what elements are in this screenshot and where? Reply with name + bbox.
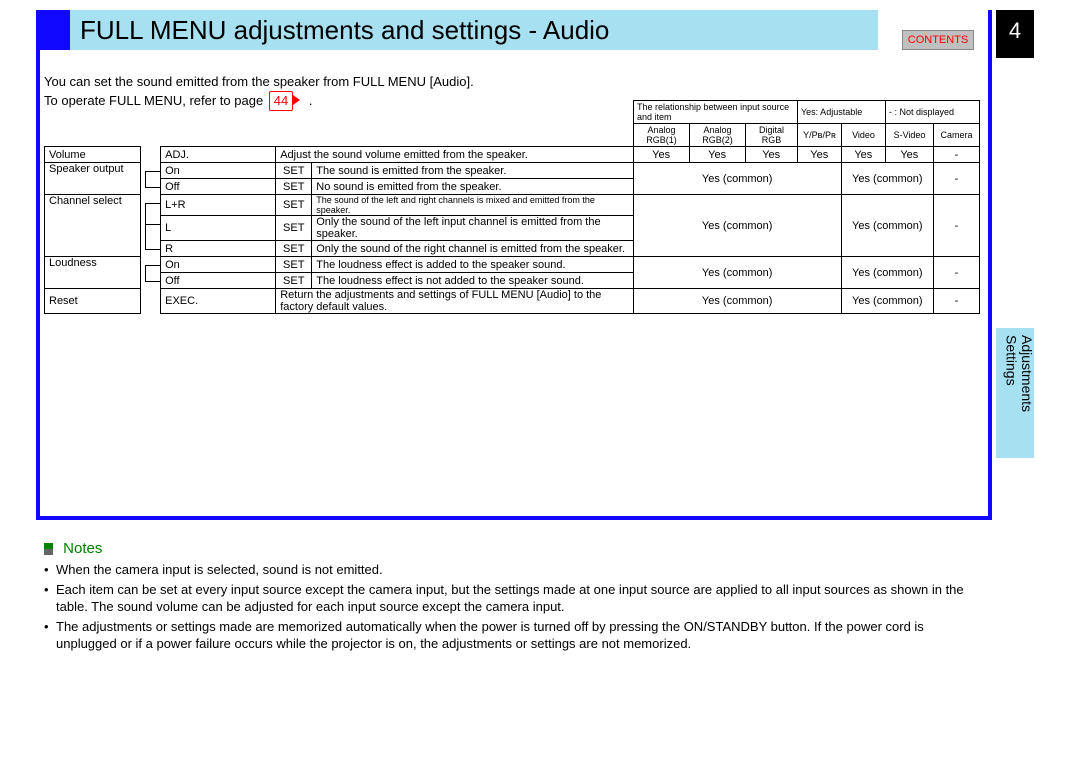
- intro-text: You can set the sound emitted from the s…: [44, 73, 474, 111]
- col-camera: Camera: [934, 124, 980, 147]
- row-volume-name: Volume: [45, 147, 141, 163]
- vol-v1: Yes: [689, 147, 745, 163]
- spk-off-type: SET: [276, 179, 312, 195]
- page-border-right: [988, 10, 992, 520]
- spk-off: Off: [161, 179, 276, 195]
- spk-off-desc: No sound is emitted from the speaker.: [312, 179, 633, 195]
- col-argb2: Analog RGB(2): [690, 124, 746, 147]
- ch-l-desc: Only the sound of the left input channel…: [312, 216, 633, 241]
- page-number: 4: [996, 18, 1034, 44]
- page-border-bottom: [36, 516, 992, 520]
- col-argb1: Analog RGB(1): [634, 124, 690, 147]
- vol-v5: Yes: [885, 147, 933, 163]
- settings-table: Volume ADJ. Adjust the sound volume emit…: [44, 146, 980, 314]
- ld-off-desc: The loudness effect is not added to the …: [312, 273, 633, 289]
- row-loudness-name: Loudness: [45, 257, 141, 289]
- col-video: Video: [842, 124, 886, 147]
- ch-lr-desc: The sound of the left and right channels…: [312, 195, 633, 216]
- ld-on-type: SET: [276, 257, 312, 273]
- ld-cam: -: [933, 257, 979, 289]
- ld-on: On: [161, 257, 276, 273]
- spk-on: On: [161, 163, 276, 179]
- row-reset-name: Reset: [45, 289, 141, 314]
- reset-g2: Yes (common): [841, 289, 933, 314]
- spk-on-type: SET: [276, 163, 312, 179]
- intro-line2a: To operate FULL MENU, refer to page: [44, 93, 267, 108]
- ch-l: L: [161, 216, 276, 241]
- vol-v4: Yes: [841, 147, 885, 163]
- table-row: Channel select L+R SET The sound of the …: [45, 195, 980, 216]
- reset-desc: Return the adjustments and settings of F…: [276, 289, 633, 314]
- sidebar-line1: Adjustments: [1019, 335, 1035, 412]
- ld-off-type: SET: [276, 273, 312, 289]
- intro-line1: You can set the sound emitted from the s…: [44, 73, 474, 91]
- intro-line2b: .: [309, 93, 313, 108]
- col-svideo: S-Video: [886, 124, 934, 147]
- page-ref-link[interactable]: 44: [269, 91, 293, 111]
- table-row: Reset EXEC. Return the adjustments and s…: [45, 289, 980, 314]
- notes-section: Notes When the camera input is selected,…: [44, 540, 980, 655]
- notes-header-text: Notes: [63, 540, 102, 557]
- table-row: Loudness On SET The loudness effect is a…: [45, 257, 980, 273]
- reset-type: EXEC.: [165, 295, 198, 307]
- spk-g2: Yes (common): [841, 163, 933, 195]
- ld-g2: Yes (common): [841, 257, 933, 289]
- notes-list: When the camera input is selected, sound…: [44, 561, 980, 653]
- reset-g1: Yes (common): [633, 289, 841, 314]
- ch-g1: Yes (common): [633, 195, 841, 257]
- table-row: Speaker output On SET The sound is emitt…: [45, 163, 980, 179]
- vol-v6: -: [933, 147, 979, 163]
- rel-title: The relationship between input source an…: [634, 101, 798, 124]
- ch-l-type: SET: [276, 216, 312, 241]
- ch-lr: L+R: [161, 195, 276, 216]
- dash-label: - : Not displayed: [886, 101, 980, 124]
- spk-g1: Yes (common): [633, 163, 841, 195]
- sidebar-line2: Settings: [1004, 335, 1020, 386]
- yes-label: Yes: Adjustable: [798, 101, 886, 124]
- sidebar-label: Adjustments Settings: [996, 335, 1034, 455]
- ch-r: R: [161, 241, 276, 257]
- table-row: Volume ADJ. Adjust the sound volume emit…: [45, 147, 980, 163]
- vol-v2: Yes: [745, 147, 797, 163]
- vol-v3: Yes: [797, 147, 841, 163]
- ch-lr-type: SET: [276, 195, 312, 216]
- page-title: FULL MENU adjustments and settings - Aud…: [80, 15, 609, 46]
- note-item: When the camera input is selected, sound…: [44, 561, 980, 579]
- ch-g2: Yes (common): [841, 195, 933, 257]
- page-border-left: [36, 10, 40, 520]
- header-mini-table: The relationship between input source an…: [633, 100, 980, 147]
- col-ypbpr: Y/Pʙ/Pʀ: [798, 124, 842, 147]
- notes-header: Notes: [44, 540, 980, 557]
- ch-cam: -: [933, 195, 979, 257]
- ch-r-type: SET: [276, 241, 312, 257]
- row-speaker-name: Speaker output: [45, 163, 141, 195]
- ch-r-desc: Only the sound of the right channel is e…: [312, 241, 633, 257]
- col-drgb: Digital RGB: [746, 124, 798, 147]
- spk-cam: -: [933, 163, 979, 195]
- note-item: Each item can be set at every input sour…: [44, 581, 980, 616]
- title-bar: FULL MENU adjustments and settings - Aud…: [40, 10, 878, 50]
- spk-on-desc: The sound is emitted from the speaker.: [312, 163, 633, 179]
- ld-off: Off: [161, 273, 276, 289]
- title-accent: [40, 10, 70, 50]
- reset-cam: -: [933, 289, 979, 314]
- notes-marker-icon: [44, 543, 53, 555]
- row-channel-name: Channel select: [45, 195, 141, 257]
- ld-on-desc: The loudness effect is added to the spea…: [312, 257, 633, 273]
- note-item: The adjustments or settings made are mem…: [44, 618, 980, 653]
- row-volume-desc: Adjust the sound volume emitted from the…: [276, 147, 633, 163]
- ld-g1: Yes (common): [633, 257, 841, 289]
- contents-button[interactable]: CONTENTS: [902, 30, 974, 50]
- row-volume-type: ADJ.: [161, 149, 189, 161]
- vol-v0: Yes: [633, 147, 689, 163]
- intro-line2: To operate FULL MENU, refer to page 44 .: [44, 91, 474, 111]
